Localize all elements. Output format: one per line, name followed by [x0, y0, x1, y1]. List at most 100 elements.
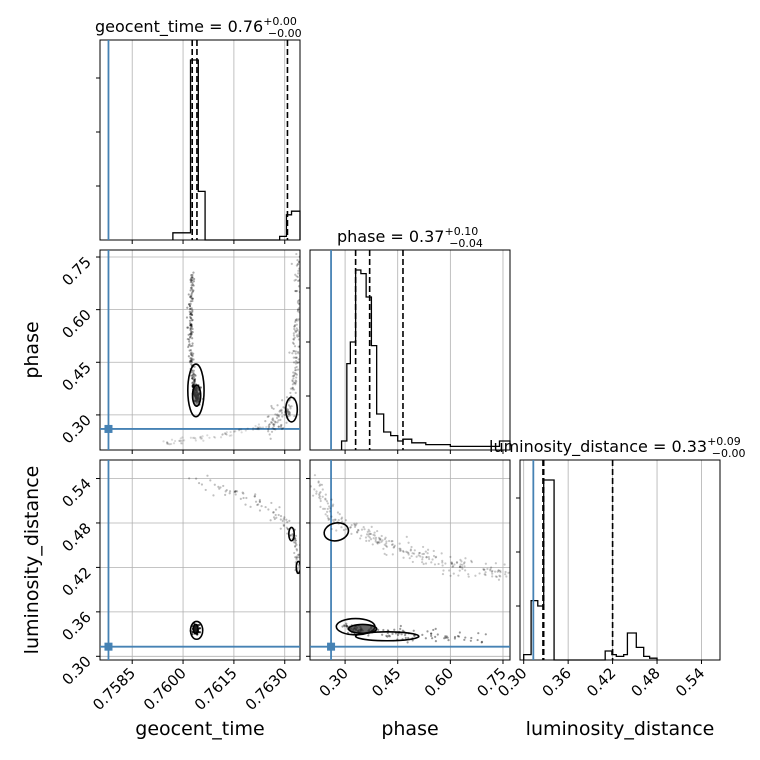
sample-point — [272, 511, 275, 514]
sample-point — [219, 436, 223, 439]
sample-point — [378, 538, 381, 541]
sample-point — [190, 357, 193, 360]
sample-point — [295, 252, 298, 256]
sample-point — [434, 640, 438, 643]
sample-point — [464, 557, 467, 560]
sample-point — [345, 622, 348, 625]
p-geocent_time-luminosity_distance-xtick-label: 0.7585 — [89, 664, 139, 714]
sample-point — [294, 319, 298, 322]
sample-point — [402, 556, 405, 559]
p-geocent_time-luminosity_distance-ytick-label: 0.36 — [58, 608, 94, 644]
sample-point — [221, 433, 224, 436]
sample-point — [294, 381, 297, 385]
sample-point — [394, 632, 398, 635]
sample-point — [486, 567, 489, 571]
sample-point — [297, 333, 300, 336]
sample-point — [452, 572, 455, 575]
sample-point — [292, 375, 296, 378]
sample-point — [274, 428, 277, 431]
sample-point — [399, 627, 402, 630]
sample-point — [271, 417, 274, 420]
sample-point — [467, 573, 470, 576]
sample-point — [257, 428, 260, 431]
sample-point — [279, 409, 282, 412]
sample-point — [407, 551, 410, 555]
sample-point — [499, 575, 502, 578]
sample-point — [293, 551, 296, 555]
sample-point — [258, 426, 261, 429]
sample-point — [192, 289, 195, 292]
sample-point — [400, 633, 403, 636]
sample-point — [299, 296, 300, 299]
sample-point — [188, 349, 191, 352]
sample-point — [411, 560, 414, 564]
sample-point — [453, 563, 456, 566]
sample-point — [383, 538, 387, 541]
sample-point — [193, 380, 196, 383]
hist-bars-geocent_time — [172, 59, 301, 241]
sample-point — [432, 554, 436, 558]
sample-point — [412, 629, 415, 632]
sample-point — [292, 371, 295, 374]
sample-point — [189, 313, 192, 316]
sample-point — [172, 442, 176, 445]
sample-point — [459, 558, 462, 561]
sample-point — [387, 634, 390, 637]
sample-point — [489, 568, 492, 571]
sample-point — [337, 519, 340, 522]
sample-point — [279, 425, 283, 429]
sample-point — [206, 434, 209, 437]
sample-point — [191, 377, 194, 380]
sample-point — [345, 624, 349, 628]
sample-point — [469, 639, 472, 642]
sample-point — [170, 438, 174, 441]
sample-point — [297, 262, 300, 265]
sample-point — [443, 637, 446, 640]
sample-point — [444, 636, 447, 639]
sample-point — [484, 562, 487, 565]
sample-point — [189, 295, 192, 298]
sample-point — [191, 374, 194, 377]
sample-point — [318, 496, 321, 499]
sample-point — [340, 517, 343, 520]
sample-point — [380, 534, 383, 538]
sample-point — [228, 434, 231, 437]
sample-point — [283, 516, 286, 519]
sample-point — [462, 562, 466, 565]
sample-point — [253, 495, 256, 498]
sample-point — [432, 628, 435, 632]
sample-point — [477, 632, 480, 635]
sample-point — [288, 412, 291, 415]
sample-point — [298, 332, 300, 335]
sample-point — [189, 315, 192, 318]
sample-point — [222, 484, 225, 488]
sample-point — [458, 565, 462, 568]
sample-point — [189, 332, 192, 336]
sample-point — [497, 569, 500, 572]
sample-point — [219, 486, 222, 489]
hist-luminosity_distance-xtick-label: 0.48 — [628, 664, 664, 700]
sample-point — [342, 528, 346, 532]
sample-point — [341, 625, 344, 628]
sample-point — [359, 537, 362, 540]
sample-point — [445, 635, 448, 638]
sample-point — [290, 262, 293, 266]
sample-point — [503, 563, 506, 566]
sample-point — [188, 359, 192, 363]
sample-point — [386, 629, 389, 632]
sample-point — [353, 522, 356, 525]
sample-point — [191, 299, 194, 303]
sample-point — [434, 555, 438, 558]
sample-point — [295, 334, 298, 337]
sample-point — [294, 383, 297, 386]
sample-point — [411, 552, 414, 555]
sample-point — [441, 572, 445, 576]
sample-point — [270, 406, 274, 409]
sample-point — [298, 302, 300, 305]
title-phase: phase = 0.37+0.10 −0.04 — [337, 225, 483, 250]
sample-point — [325, 510, 329, 513]
sample-point — [494, 575, 497, 578]
sample-point — [299, 268, 300, 270]
sample-point — [301, 561, 303, 563]
sample-point — [294, 362, 298, 365]
